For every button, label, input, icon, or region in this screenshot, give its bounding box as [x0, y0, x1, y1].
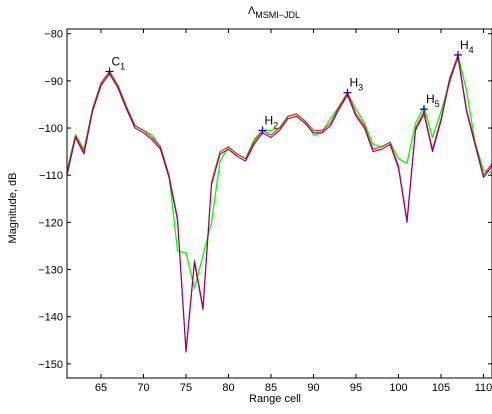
x-tick-label: 70 — [137, 382, 149, 394]
x-axis-label: Range cell — [249, 393, 301, 405]
x-tick-label: 65 — [95, 382, 107, 394]
x-tick-label: 80 — [222, 382, 234, 394]
y-axis-label: Magnitude, dB — [7, 173, 19, 244]
y-tick-label: −150 — [38, 359, 63, 371]
x-tick-label: 75 — [180, 382, 192, 394]
y-tick-label: −100 — [38, 123, 63, 135]
x-tick-label: 105 — [432, 382, 450, 394]
series-line-1 — [67, 54, 492, 290]
y-tick-label: −130 — [38, 265, 63, 277]
y-tick-label: −80 — [44, 29, 63, 41]
marker-label-1: C1 — [112, 54, 126, 71]
chart-title: ΛMSMI−JDL — [248, 5, 300, 20]
y-tick-label: −90 — [44, 76, 63, 88]
y-tick-label: −140 — [38, 312, 63, 324]
x-tick-label: 110 — [475, 382, 492, 394]
plot-area: C1 H2 H3 H5 H4 65 70 75 80 85 90 95 100 105 110 −80 −90 −… — [38, 28, 492, 394]
axes-box — [66, 28, 492, 379]
marker-label-3: H3 — [350, 76, 364, 93]
x-tick-label: 100 — [389, 382, 407, 394]
marker-label-5: H4 — [460, 38, 474, 55]
x-tick-label: 95 — [350, 382, 362, 394]
y-tick-label: −110 — [39, 170, 63, 182]
series-line-3 — [67, 56, 492, 353]
chart-title-main: Λ — [248, 5, 256, 17]
series-line-2 — [67, 54, 492, 351]
x-tick-label: 90 — [307, 382, 319, 394]
x-tick-label: 85 — [265, 382, 277, 394]
y-tick-label: −120 — [38, 217, 63, 229]
marker-label-2: H2 — [265, 113, 279, 130]
marker-label-4: H5 — [426, 92, 440, 109]
chart-title-subscript: MSMI−JDL — [255, 10, 300, 20]
